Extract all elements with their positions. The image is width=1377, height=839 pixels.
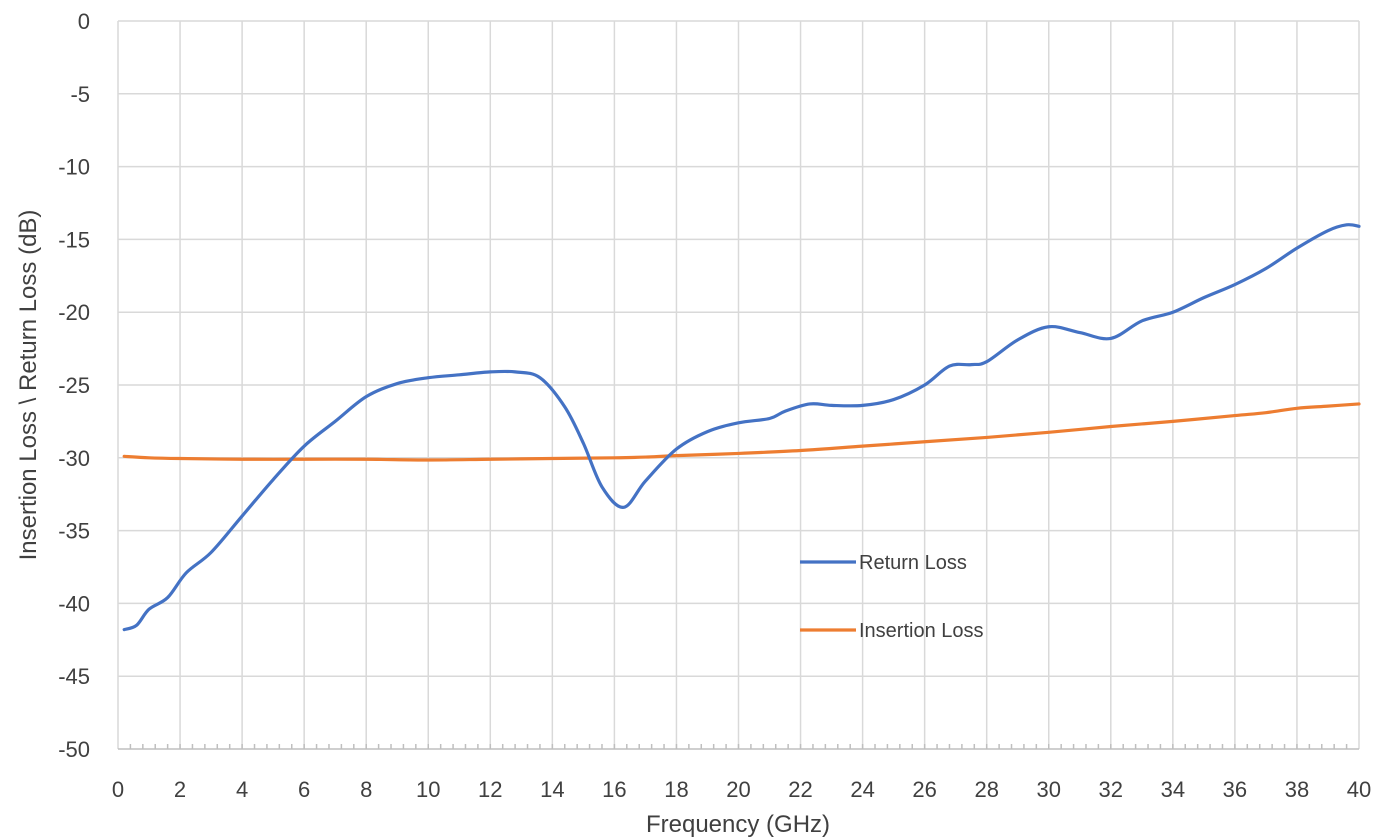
y-tick-label: -50 <box>58 737 90 762</box>
y-tick-label: -15 <box>58 227 90 252</box>
x-tick-label: 10 <box>416 777 440 802</box>
x-tick-label: 26 <box>912 777 936 802</box>
x-tick-label: 24 <box>850 777 874 802</box>
x-tick-label: 14 <box>540 777 564 802</box>
y-axis-title: Insertion Loss \ Return Loss (dB) <box>15 210 42 561</box>
y-tick-label: 0 <box>78 9 90 34</box>
x-tick-label: 4 <box>236 777 248 802</box>
y-tick-label: -10 <box>58 155 90 180</box>
y-tick-label: -20 <box>58 300 90 325</box>
series-lines <box>122 223 1361 632</box>
legend-label-return-loss: Return Loss <box>859 552 967 574</box>
x-tick-label: 6 <box>298 777 310 802</box>
gridlines <box>117 20 1360 749</box>
y-tick-label: -45 <box>58 664 90 689</box>
axes: 0-5-10-15-20-25-30-35-40-45-500 2 4 6 8 10 12 1… <box>58 9 1371 802</box>
x-tick-label: 12 <box>478 777 502 802</box>
series-line-return-loss <box>122 223 1361 632</box>
x-tick-label: 32 <box>1099 777 1123 802</box>
x-tick-label: 0 <box>112 777 124 802</box>
x-tick-label: 40 <box>1347 777 1371 802</box>
x-tick-label: 34 <box>1161 777 1185 802</box>
x-tick-label: 16 <box>602 777 626 802</box>
x-tick-label: 36 <box>1223 777 1247 802</box>
y-tick-label: -25 <box>58 373 90 398</box>
series-line-insertion-loss <box>122 402 1361 462</box>
x-axis-title: Frequency (GHz) <box>646 811 830 838</box>
x-tick-label: 8 <box>360 777 372 802</box>
x-tick-label: 22 <box>788 777 812 802</box>
x-tick-label: 20 <box>726 777 750 802</box>
y-tick-label: -5 <box>70 82 90 107</box>
y-tick-label: -35 <box>58 519 90 544</box>
legend-label-insertion-loss: Insertion Loss <box>859 620 984 642</box>
x-tick-label: 28 <box>974 777 998 802</box>
y-tick-label: -40 <box>58 591 90 616</box>
y-tick-label: -30 <box>58 446 90 471</box>
x-tick-label: 2 <box>174 777 186 802</box>
legend: Return Loss Insertion Loss <box>800 552 984 642</box>
x-tick-label: 38 <box>1285 777 1309 802</box>
x-tick-label: 18 <box>664 777 688 802</box>
x-tick-label: 30 <box>1037 777 1061 802</box>
